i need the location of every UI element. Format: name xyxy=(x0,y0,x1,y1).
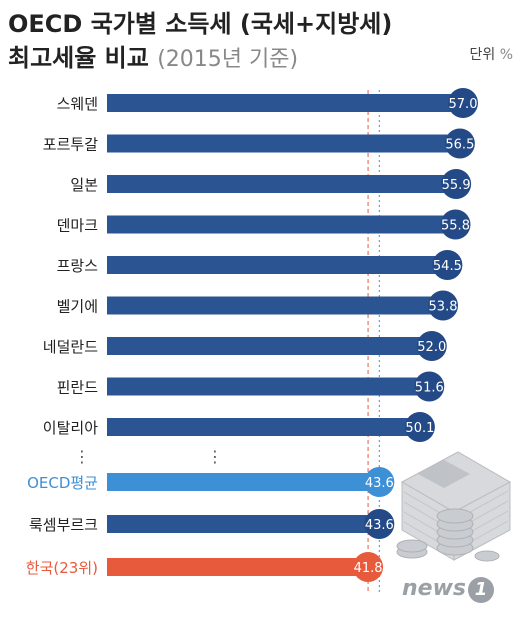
bar-5 xyxy=(107,296,444,315)
title-line2-sub: (2015년 기준) xyxy=(157,47,299,72)
value-label-10: 43.6 xyxy=(365,518,394,533)
unit-label: 단위 % xyxy=(469,44,513,64)
title-line1-text: OECD 국가별 소득세 (국세+지방세) xyxy=(8,10,393,38)
bar-end-bubble-7 xyxy=(414,371,445,402)
category-label-11: 한국(23위) xyxy=(26,559,98,577)
value-label-3: 55.8 xyxy=(441,219,470,234)
bar-9 xyxy=(107,473,380,491)
category-label-3: 덴마크 xyxy=(57,217,98,235)
bar-end-bubble-9 xyxy=(364,467,395,497)
category-label-5: 벨기에 xyxy=(57,298,98,316)
value-label-1: 56.5 xyxy=(445,138,474,153)
value-label-4: 54.5 xyxy=(433,259,462,274)
value-label-0: 57.0 xyxy=(449,97,478,112)
bar-11 xyxy=(107,558,369,576)
unit-text: 단위 xyxy=(469,47,496,63)
logo-text: news xyxy=(402,576,467,601)
bar-4 xyxy=(107,256,448,274)
bar-6 xyxy=(107,337,432,355)
bar-8 xyxy=(107,418,420,436)
value-label-9: 43.6 xyxy=(365,476,394,491)
bar-end-bubble-5 xyxy=(428,290,459,321)
category-label-6: 네덜란드 xyxy=(43,338,98,356)
chart-title-line1: OECD 국가별 소득세 (국세+지방세) xyxy=(8,4,392,39)
bar-3 xyxy=(107,215,456,234)
bar-end-bubble-3 xyxy=(440,209,471,240)
value-label-11: 41.8 xyxy=(354,561,383,576)
bar-end-bubble-8 xyxy=(404,412,435,442)
chart-title-line2: 최고세율 비교 (2015년 기준) xyxy=(8,38,298,73)
bar-0 xyxy=(107,94,463,112)
value-label-5: 53.8 xyxy=(429,300,458,315)
unit-symbol: % xyxy=(499,47,513,63)
bar-1 xyxy=(107,134,460,153)
bar-end-bubble-11 xyxy=(353,552,384,582)
category-label-10: 룩셈부르크 xyxy=(29,516,98,534)
bar-end-bubble-2 xyxy=(441,169,472,199)
bar-7 xyxy=(107,377,430,396)
bar-end-bubble-4 xyxy=(432,250,463,280)
money-stack-illustration xyxy=(396,451,512,562)
title-line2-main: 최고세율 비교 xyxy=(8,44,149,72)
news1-logo: news 1 xyxy=(402,576,495,603)
value-label-2: 55.9 xyxy=(442,178,471,193)
gap-marker-0: ⋮ xyxy=(74,447,90,466)
category-label-8: 이탈리아 xyxy=(43,419,98,437)
bar-2 xyxy=(107,175,457,193)
logo-mark: 1 xyxy=(468,577,495,603)
gap-marker-1: ⋮ xyxy=(207,447,223,466)
value-label-6: 52.0 xyxy=(417,340,446,355)
category-label-9: OECD평균 xyxy=(27,474,98,492)
bar-end-bubble-10 xyxy=(364,509,395,539)
bar-10 xyxy=(107,515,380,533)
bar-end-bubble-0 xyxy=(448,88,478,118)
category-label-1: 포르투갈 xyxy=(43,136,98,154)
category-label-0: 스웨덴 xyxy=(57,95,98,113)
category-label-4: 프랑스 xyxy=(57,257,99,275)
bar-end-bubble-1 xyxy=(444,128,475,159)
category-label-2: 일본 xyxy=(70,176,98,194)
value-label-8: 50.1 xyxy=(405,421,434,436)
value-label-7: 51.6 xyxy=(415,381,444,396)
category-label-7: 핀란드 xyxy=(57,379,99,397)
bar-end-bubble-6 xyxy=(416,331,447,361)
